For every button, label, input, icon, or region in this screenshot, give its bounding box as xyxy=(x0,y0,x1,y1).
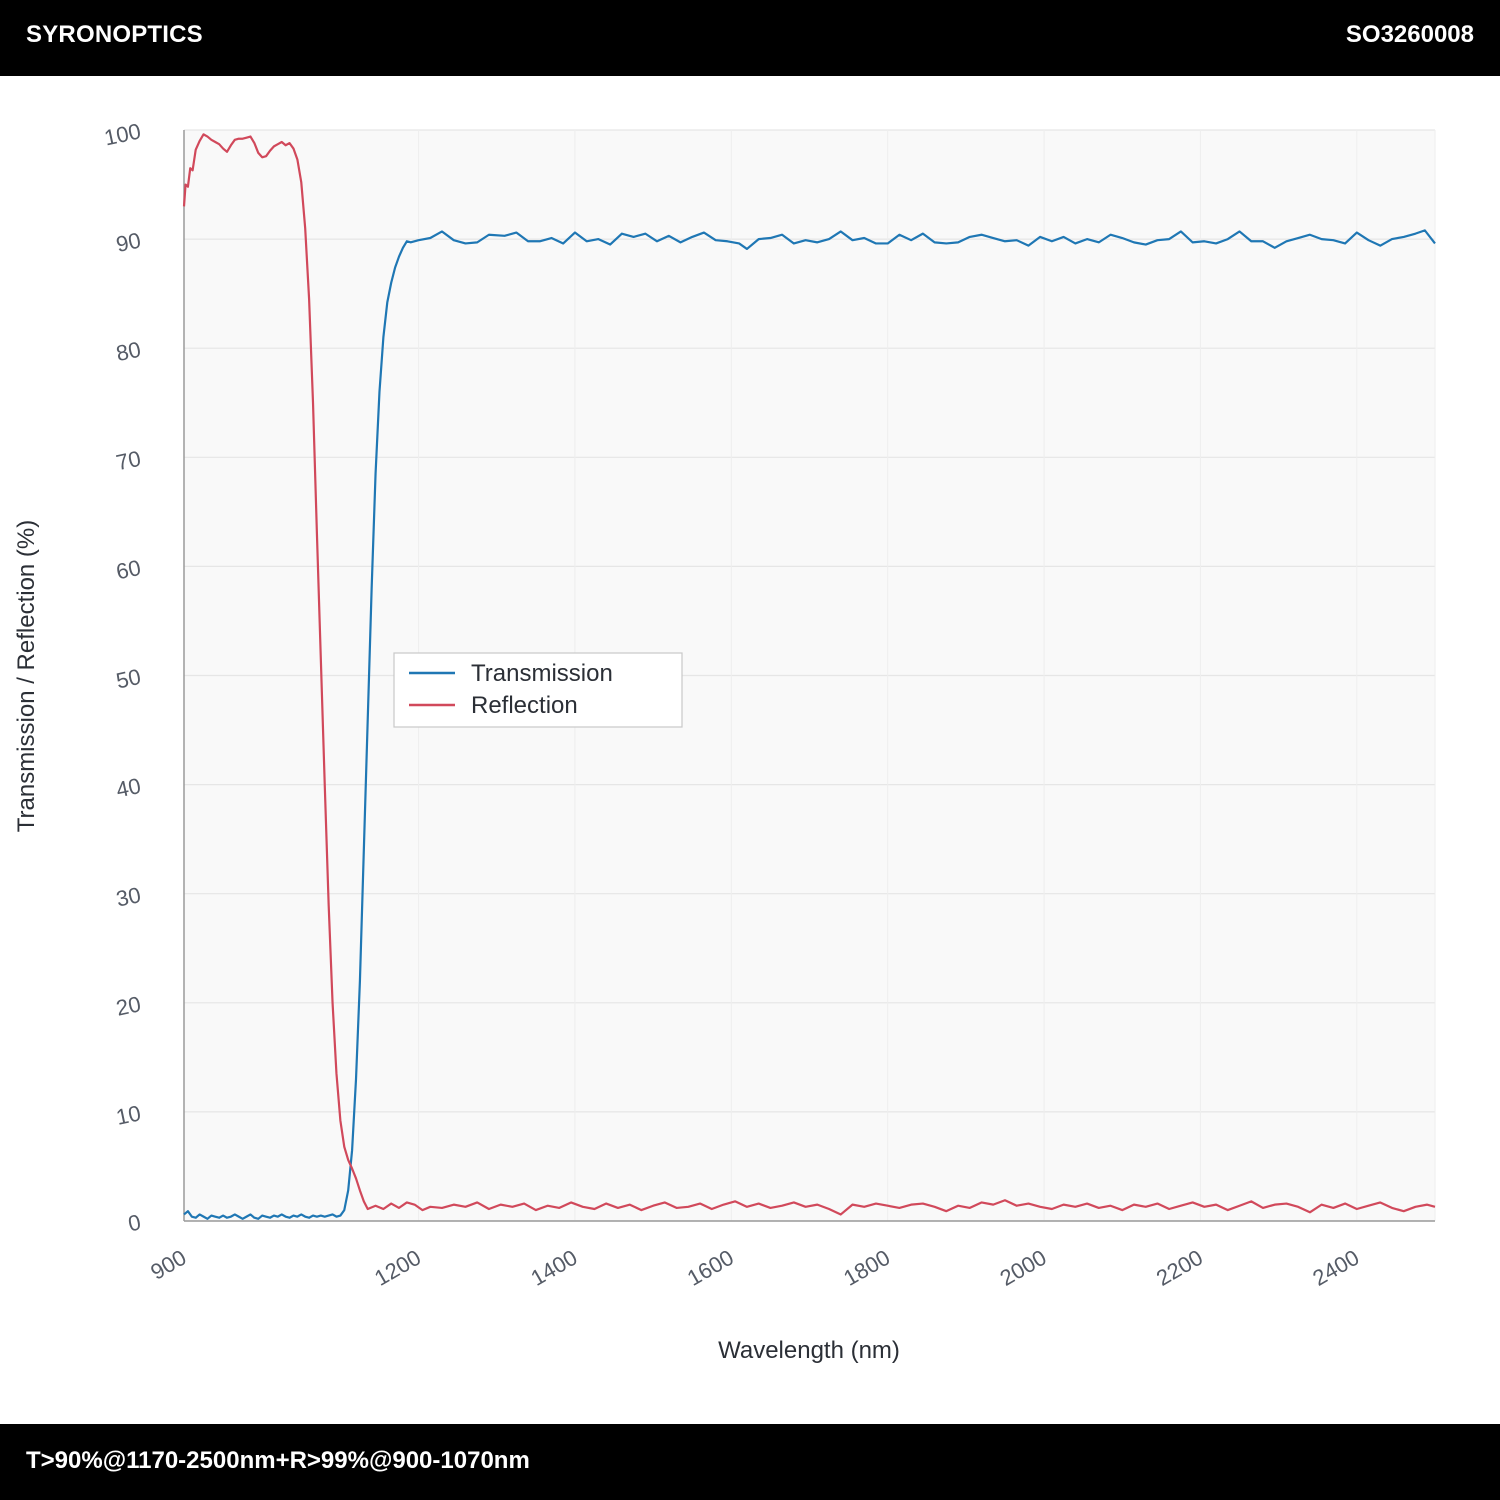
y-tick-label: 70 xyxy=(114,446,143,476)
y-tick-label: 100 xyxy=(102,118,143,150)
x-axis-title: Wavelength (nm) xyxy=(718,1337,900,1364)
spec-text: T>90%@1170-2500nm+R>99%@900-1070nm xyxy=(26,1447,530,1474)
y-axis-title: Transmission / Reflection (%) xyxy=(13,520,40,833)
chart: 900 1200 1400 1600 1800 2000 2200 2400 0 10 20 30 4… xyxy=(13,118,1436,1364)
x-tick-label: 1800 xyxy=(839,1245,894,1291)
y-tick-label: 60 xyxy=(114,555,143,585)
legend: Transmission Reflection xyxy=(393,652,683,728)
y-tick-labels: 0 10 20 30 40 50 60 70 80 90 100 xyxy=(102,118,143,1236)
x-tick-label: 900 xyxy=(146,1245,190,1285)
x-tick-label: 2400 xyxy=(1308,1245,1363,1291)
axes xyxy=(183,130,1435,1222)
y-tick-label: 20 xyxy=(114,991,143,1021)
legend-label-reflection: Reflection xyxy=(471,692,578,719)
x-tick-label: 1600 xyxy=(683,1245,738,1291)
y-tick-label: 30 xyxy=(114,882,143,912)
x-tick-label: 1400 xyxy=(527,1245,582,1291)
y-tick-label: 90 xyxy=(114,228,143,258)
header-bar: SYRONOPTICS SO3260008 xyxy=(0,0,1500,76)
footer-bar: T>90%@1170-2500nm+R>99%@900-1070nm xyxy=(0,1424,1500,1500)
y-tick-label: 50 xyxy=(114,664,143,694)
x-tick-label: 1200 xyxy=(370,1245,425,1291)
series-line-reflection xyxy=(182,133,1436,1216)
x-tick-label: 2200 xyxy=(1152,1245,1207,1291)
y-tick-label: 80 xyxy=(114,337,143,367)
y-tick-label: 10 xyxy=(114,1100,143,1130)
y-tick-label: 40 xyxy=(114,773,143,803)
series-line-transmission xyxy=(183,229,1436,1220)
y-tick-label: 0 xyxy=(126,1209,143,1236)
legend-box xyxy=(393,652,683,728)
x-tick-label: 2000 xyxy=(996,1245,1051,1291)
part-number: SO3260008 xyxy=(1345,21,1474,48)
x-tick-labels: 900 1200 1400 1600 1800 2000 2200 2400 xyxy=(146,1245,1363,1291)
legend-label-transmission: Transmission xyxy=(471,660,613,687)
brand-name: SYRONOPTICS xyxy=(26,21,203,48)
series xyxy=(182,133,1436,1220)
